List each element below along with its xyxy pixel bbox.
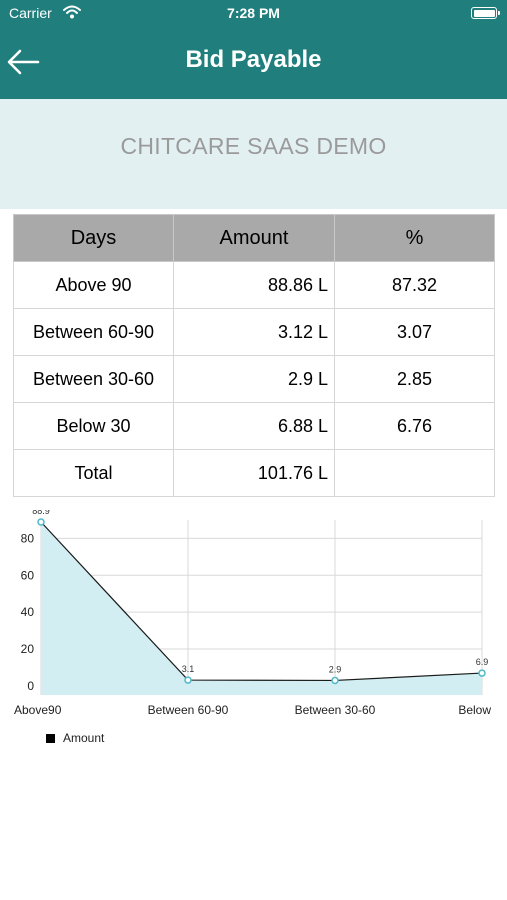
percent-cell: 3.07 [334, 308, 495, 356]
table-total-row: Total 101.76 L [13, 449, 495, 497]
y-tick-label: 40 [21, 605, 35, 619]
x-tick-label: Above90 [14, 703, 62, 717]
data-label: 6.9 [476, 657, 489, 667]
days-cell: Total [13, 449, 174, 497]
y-tick-label: 80 [21, 531, 35, 545]
table-row: Above 90 88.86 L 87.32 [13, 261, 495, 309]
amount-cell: 88.86 L [173, 261, 335, 309]
data-point [478, 669, 486, 677]
data-point [37, 518, 45, 526]
nav-bar: Bid Payable [0, 26, 507, 99]
x-tick-label: Between 30-60 [295, 703, 376, 717]
percent-cell: 2.85 [334, 355, 495, 403]
percent-cell [334, 449, 495, 497]
company-name: CHITCARE SAAS DEMO [120, 133, 387, 159]
wifi-icon [63, 5, 81, 22]
days-cell: Above 90 [13, 261, 174, 309]
carrier-label: Carrier [9, 5, 52, 21]
header-percent: % [334, 214, 495, 262]
days-cell: Between 30-60 [13, 355, 174, 403]
header-days: Days [13, 214, 174, 262]
amount-cell: 2.9 L [173, 355, 335, 403]
table-row: Between 60-90 3.12 L 3.07 [13, 308, 495, 356]
back-arrow-icon [7, 49, 40, 75]
area-fill [41, 522, 482, 695]
legend-label: Amount [63, 731, 105, 745]
table-header-row: Days Amount % [13, 214, 495, 262]
days-cell: Below 30 [13, 402, 174, 450]
x-tick-label: Between 60-90 [148, 703, 229, 717]
percent-cell: 6.76 [334, 402, 495, 450]
data-label: 3.1 [182, 664, 195, 674]
amount-cell: 101.76 L [173, 449, 335, 497]
header-amount: Amount [173, 214, 335, 262]
amount-cell: 3.12 L [173, 308, 335, 356]
battery-icon [471, 7, 500, 19]
y-tick-label: 20 [21, 642, 35, 656]
back-button[interactable] [6, 46, 42, 78]
y-tick-label: 0 [27, 679, 34, 693]
table-row: Below 30 6.88 L 6.76 [13, 402, 495, 450]
status-bar: Carrier 7:28 PM [0, 0, 507, 26]
amount-cell: 6.88 L [173, 402, 335, 450]
company-banner [0, 99, 507, 209]
data-point [331, 676, 339, 685]
days-cell: Between 60-90 [13, 308, 174, 356]
data-label: 88.9 [32, 510, 50, 516]
data-point [184, 676, 192, 684]
bid-summary-table: Days Amount % Above 90 88.86 L 87.32 Bet… [13, 214, 495, 497]
y-tick-label: 60 [21, 568, 35, 582]
clock: 7:28 PM [227, 5, 280, 21]
page-title: Bid Payable [185, 46, 322, 73]
table-row: Between 30-60 2.9 L 2.85 [13, 355, 495, 403]
legend-swatch [46, 734, 55, 743]
amount-area-chart: 0 20 40 60 80 88.9 3.1 2.9 6.9 Above90 Between 60-… [14, 510, 491, 745]
percent-cell: 87.32 [334, 261, 495, 309]
x-tick-label: Below [458, 703, 491, 717]
series-line-amount [40, 521, 483, 682]
data-label: 2.9 [329, 664, 342, 674]
